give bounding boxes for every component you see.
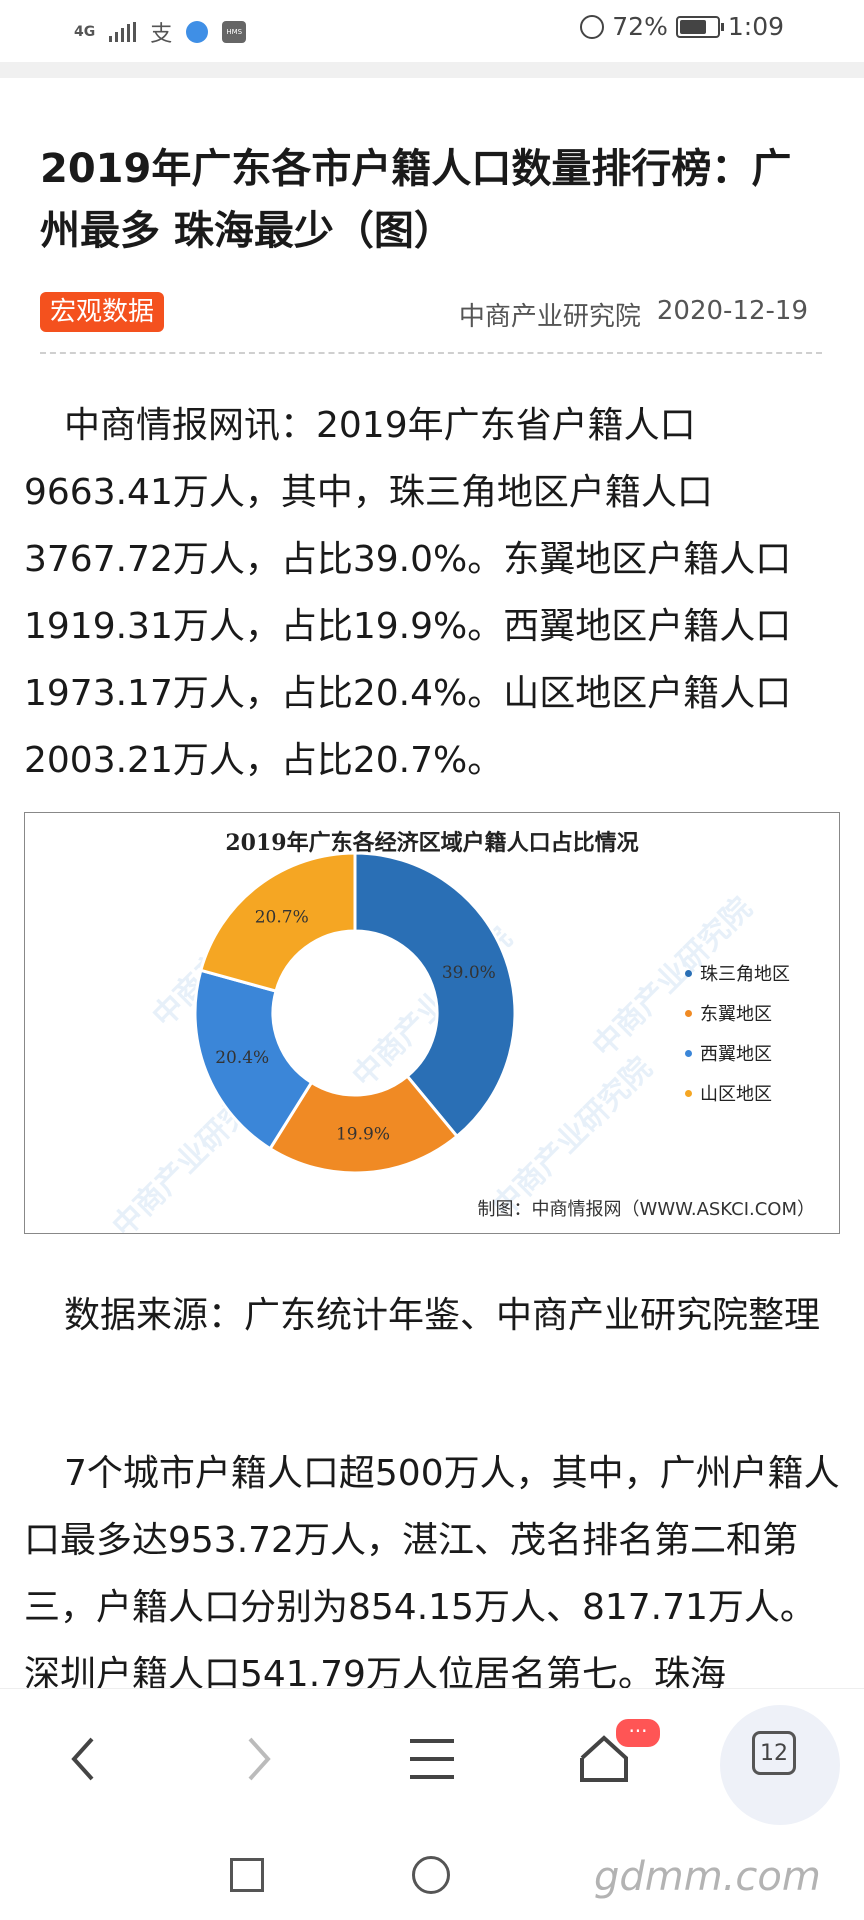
article-paragraph: 7个城市户籍人口超500万人，其中，广州户籍人口最多达953.72万人，湛江、茂… [24,1453,840,1695]
network-type: 4G [74,24,96,40]
article-paragraph: 中商情报网讯：2019年广东省户籍人口9663.41万人，其中，珠三角地区户籍人… [24,405,792,781]
slice-value-label: 20.7% [255,908,309,928]
donut-slice [268,1074,460,1175]
legend-marker [685,969,692,977]
legend-marker [685,1009,692,1017]
home-button[interactable] [574,1729,634,1789]
chart-legend: 珠三角地区 东翼地区 西翼地区 山区地区 [685,953,790,1113]
forward-button[interactable] [228,1729,288,1789]
article-date: 2020-12-19 [656,296,808,326]
chart-title: 2019年广东各经济区域户籍人口占比情况 [225,830,639,856]
battery-percent: 72% [612,12,668,41]
article-title: 2019年广东各市户籍人口数量排行榜：广州最多 珠海最少（图） [40,146,792,254]
tabs-button[interactable]: 12 [752,1731,796,1775]
slice-value-label: 39.0% [442,963,496,983]
chart-credit: 制图：中商情报网（WWW.ASKCI.COM） [477,1199,815,1220]
status-bar: 4G 支 HMS 72% 1:09 [0,0,864,62]
alipay-icon: 支 [150,22,173,47]
menu-icon [410,1739,454,1779]
donut-slice [353,851,517,1139]
home-system-button[interactable] [412,1856,450,1894]
donut-slice [193,968,314,1151]
legend-label: 珠三角地区 [700,964,790,985]
clock: 1:09 [727,12,784,41]
home-icon [580,1735,628,1782]
header-separator [40,352,822,354]
browser-notification-icon [186,21,209,43]
article-source[interactable]: 中商产业研究院 [458,302,641,332]
legend-label: 山区地区 [700,1084,772,1105]
menu-button[interactable] [402,1729,462,1789]
legend-label: 东翼地区 [700,1004,772,1025]
slice-value-label: 20.4% [215,1048,269,1068]
population-share-chart[interactable]: 中商产业研究院 中商产业研究院 中商产业研究院 中商产业研究院 中商产业研究院 … [24,812,840,1234]
browser-toolbar: ··· 12 [0,1688,864,1837]
donut-chart: 39.0% 19.9% 20.4% 20.7% [193,851,517,1175]
forward-icon [248,1737,271,1781]
legend-label: 西翼地区 [700,1044,772,1065]
legend-item: 山区地区 [685,1073,790,1113]
legend-item: 西翼地区 [685,1033,790,1073]
slice-value-label: 19.9% [336,1125,390,1145]
recents-button[interactable] [230,1858,264,1892]
legend-item: 珠三角地区 [685,953,790,993]
article-meta: 中商产业研究院 2020-12-19 [459,296,808,333]
legend-marker [685,1049,692,1057]
signal-icon [109,22,137,42]
data-source-paragraph: 数据来源：广东统计年鉴、中商产业研究院整理 [64,1295,821,1336]
notification-badge: ··· [614,1717,662,1749]
battery-icon [675,15,724,38]
back-icon [71,1737,94,1781]
system-navigation-bar: gdmm.com [0,1836,864,1920]
back-button[interactable] [54,1729,114,1789]
legend-marker [685,1089,692,1097]
top-divider [0,62,864,78]
tabs-button-bg [720,1705,840,1825]
hms-icon: HMS [222,21,247,43]
category-tag[interactable]: 宏观数据 [40,292,165,332]
donut-slice [198,851,357,993]
alarm-icon [580,14,605,39]
legend-item: 东翼地区 [685,993,790,1033]
brand-watermark: gdmm.com [594,1854,821,1900]
